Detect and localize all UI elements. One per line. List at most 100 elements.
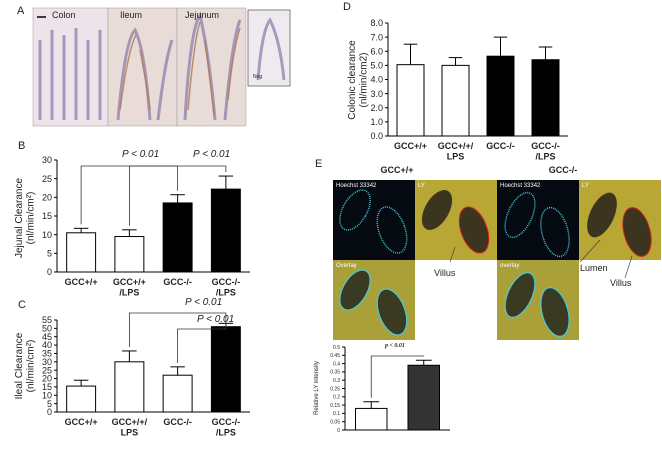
y-tick-label: 20 — [42, 374, 52, 384]
y-tick-label: 15 — [42, 382, 52, 392]
x-tick-label: GCC+/+/LPS — [112, 417, 148, 437]
image-label: Neg — [253, 74, 262, 80]
y-tick-label: 7.0 — [370, 32, 383, 42]
y-tick-label: 30 — [42, 357, 52, 367]
panel-a-images — [32, 7, 291, 127]
y-tick-label: 5 — [47, 248, 52, 258]
image-annotation: Villus — [610, 278, 632, 288]
x-tick-label: GCC-/-/LPS — [212, 417, 241, 437]
y-tick-label: 35 — [42, 349, 52, 359]
y-tick-label: 0.45 — [330, 353, 340, 359]
y-tick-label: 1.0 — [370, 117, 383, 127]
y-tick-label: 0.35 — [330, 370, 340, 376]
y-tick-label: 0.1 — [333, 411, 340, 417]
x-tick-label: GCC+/+/LPS — [113, 277, 146, 297]
group-label: GCC-/- — [549, 165, 578, 175]
tile-label: Hoechst 33342 — [336, 183, 377, 189]
image-annotation: Lumen — [580, 263, 608, 273]
y-tick-label: 0 — [47, 407, 52, 417]
bar — [66, 232, 97, 273]
significance-bracket — [177, 319, 227, 363]
significance-bracket — [370, 355, 425, 398]
significance-label: P < 0.01 — [122, 149, 159, 160]
bar — [396, 64, 425, 137]
y-tick-label: 15 — [42, 211, 52, 221]
y-tick-label: 0.0 — [370, 131, 383, 141]
y-axis-label: Colonic clearance(nl/min/cm2) — [347, 40, 370, 120]
bar — [210, 188, 241, 273]
y-tick-label: 0.05 — [330, 419, 340, 425]
y-tick-label: 0.15 — [330, 403, 340, 409]
bar — [66, 385, 97, 413]
bar — [407, 364, 440, 431]
y-axis-label: Jejunal Clearance(nl/min/cm²) — [14, 178, 37, 258]
y-tick-label: 0.25 — [330, 386, 340, 392]
y-tick-label: 0.2 — [333, 395, 340, 401]
y-tick-label: 10 — [42, 230, 52, 240]
y-axis-label: Relative LY intensity — [314, 361, 320, 415]
x-tick-label: GCC+/+ — [65, 417, 98, 427]
bar — [162, 202, 193, 273]
x-tick-label: GCC-/- — [163, 277, 192, 287]
y-tick-label: 8.0 — [370, 18, 383, 28]
y-tick-label: 50 — [42, 324, 52, 334]
bar — [441, 64, 470, 137]
x-tick-label: GCC+/+/LPS — [438, 141, 474, 161]
panel-letter: D — [343, 1, 351, 13]
significance-bracket — [128, 165, 227, 226]
panel-letter: C — [18, 299, 26, 311]
bar — [210, 326, 241, 413]
y-tick-label: 25 — [42, 365, 52, 375]
x-tick-label: GCC-/- — [163, 417, 192, 427]
tile-label: LY — [582, 183, 589, 189]
tile-label: Overlay — [336, 263, 357, 269]
y-tick-label: 0.5 — [333, 345, 340, 351]
x-tick-label: GCC+/+ — [65, 277, 98, 287]
image-annotation: Villus — [434, 268, 456, 278]
y-tick-label: 0 — [337, 428, 340, 434]
significance-label: p < 0.01 — [384, 343, 405, 349]
bar — [162, 374, 193, 413]
significance-bracket — [128, 312, 227, 347]
x-tick-label: GCC-/-/LPS — [212, 277, 241, 297]
bar — [355, 407, 388, 431]
significance-label: P < 0.01 — [193, 149, 230, 160]
y-tick-label: 3.0 — [370, 89, 383, 99]
bar — [114, 361, 145, 413]
panel-letter: E — [315, 158, 322, 170]
y-tick-label: 0 — [47, 267, 52, 277]
bar — [114, 236, 145, 273]
y-tick-label: 55 — [42, 315, 52, 325]
x-tick-label: GCC+/+ — [394, 141, 427, 151]
image-label: Jejunum — [185, 10, 219, 20]
x-tick-label: GCC-/-/LPS — [531, 141, 560, 161]
significance-label: P < 0.01 — [185, 297, 222, 308]
y-tick-label: 0.4 — [333, 361, 340, 367]
tile-label: Hoechst 33342 — [500, 183, 541, 189]
y-tick-label: 6.0 — [370, 46, 383, 56]
group-label: GCC+/+ — [380, 165, 413, 175]
y-tick-label: 45 — [42, 332, 52, 342]
y-axis-label: Ileal Clearance(nl/min/cm²) — [14, 332, 37, 399]
y-tick-label: 0.3 — [333, 378, 340, 384]
panel-e-images — [333, 180, 661, 340]
image-label: Ileum — [120, 10, 142, 20]
y-tick-label: 4.0 — [370, 75, 383, 85]
x-tick-label: GCC-/- — [486, 141, 515, 151]
y-tick-label: 10 — [42, 390, 52, 400]
y-tick-label: 25 — [42, 174, 52, 184]
panel-letter: A — [17, 5, 25, 17]
y-tick-label: 2.0 — [370, 103, 383, 113]
y-tick-label: 30 — [42, 155, 52, 165]
y-tick-label: 20 — [42, 192, 52, 202]
y-tick-label: 40 — [42, 340, 52, 350]
tile-label: overlay — [500, 263, 519, 269]
y-tick-label: 5 — [47, 399, 52, 409]
y-tick-label: 5.0 — [370, 61, 383, 71]
bar — [531, 59, 560, 137]
significance-label: P < 0.01 — [197, 314, 234, 325]
tile-label: LY — [418, 183, 425, 189]
bar — [486, 55, 515, 137]
panel-letter: B — [18, 140, 25, 152]
